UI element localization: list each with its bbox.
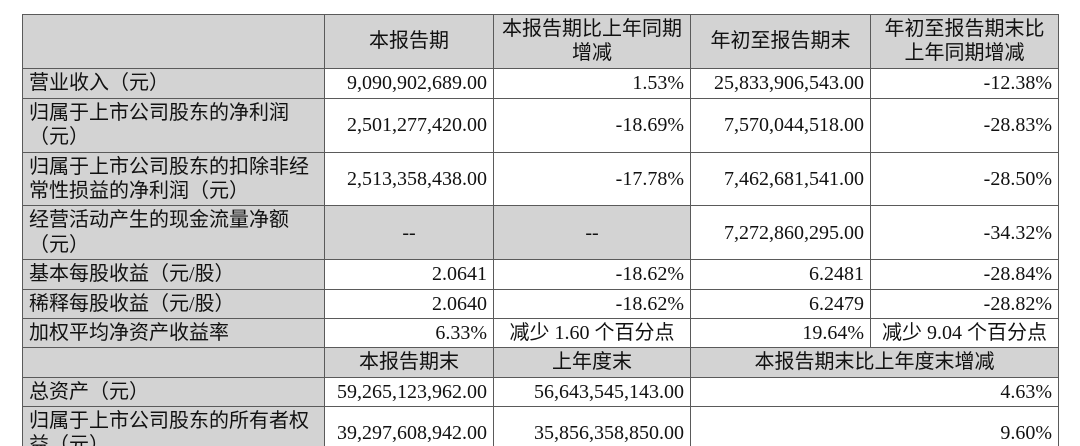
operating-cash-flow-label: 经营活动产生的现金流量净额（元）: [22, 205, 325, 261]
revenue-ytd-value: 25,833,906,543.00: [690, 67, 871, 99]
diluted-eps-yoy-change: -18.62%: [493, 288, 691, 319]
header-yoy-change: 本报告期比上年同期增减: [493, 14, 691, 69]
subheader-blank-cell: [22, 347, 325, 378]
header-row: 本报告期 本报告期比上年同期增减 年初至报告期末 年初至报告期末比上年同期增减: [22, 14, 1059, 69]
diluted-eps-label: 稀释每股收益（元/股）: [22, 288, 325, 319]
net-profit-current-value: 2,501,277,420.00: [324, 97, 494, 153]
diluted-eps-current-value: 2.0640: [324, 288, 494, 319]
total-assets-prev-year-end-value: 56,643,545,143.00: [493, 376, 691, 408]
weighted-roe-label: 加权平均净资产收益率: [22, 317, 325, 349]
net-profit-label: 归属于上市公司股东的净利润（元）: [22, 97, 325, 153]
key-accounting-data-table: 本报告期 本报告期比上年同期增减 年初至报告期末 年初至报告期末比上年同期增减 …: [22, 14, 1059, 446]
basic-eps-ytd-change: -28.84%: [870, 259, 1059, 290]
row-revenue: 营业收入（元） 9,090,902,689.00 1.53% 25,833,90…: [22, 67, 1059, 99]
weighted-roe-ytd-change: 减少 9.04 个百分点: [870, 317, 1059, 349]
basic-eps-label: 基本每股收益（元/股）: [22, 259, 325, 290]
header-ytd: 年初至报告期末: [690, 14, 871, 69]
net-profit-yoy-change: -18.69%: [493, 97, 691, 153]
operating-cash-flow-yoy-change: --: [493, 205, 691, 261]
diluted-eps-ytd-change: -28.82%: [870, 288, 1059, 319]
deducted-net-profit-label: 归属于上市公司股东的扣除非经常性损益的净利润（元）: [22, 151, 325, 207]
header-blank-cell: [22, 14, 325, 69]
row-owners-equity: 归属于上市公司股东的所有者权益（元） 39,297,608,942.00 35,…: [22, 406, 1059, 446]
net-profit-ytd-value: 7,570,044,518.00: [690, 97, 871, 153]
header-current-period: 本报告期: [324, 14, 494, 69]
row-diluted-eps: 稀释每股收益（元/股） 2.0640 -18.62% 6.2479 -28.82…: [22, 288, 1059, 319]
owners-equity-change: 9.60%: [690, 406, 1059, 446]
subheader-row: 本报告期末 上年度末 本报告期末比上年度末增减: [22, 347, 1059, 378]
revenue-current-value: 9,090,902,689.00: [324, 67, 494, 99]
deducted-net-profit-ytd-value: 7,462,681,541.00: [690, 151, 871, 207]
row-weighted-roe: 加权平均净资产收益率 6.33% 减少 1.60 个百分点 19.64% 减少 …: [22, 317, 1059, 349]
deducted-net-profit-current-value: 2,513,358,438.00: [324, 151, 494, 207]
header-ytd-change: 年初至报告期末比上年同期增减: [870, 14, 1059, 69]
total-assets-change: 4.63%: [690, 376, 1059, 408]
operating-cash-flow-current-value: --: [324, 205, 494, 261]
subheader-prev-year-end: 上年度末: [493, 347, 691, 378]
operating-cash-flow-ytd-value: 7,272,860,295.00: [690, 205, 871, 261]
row-net-profit: 归属于上市公司股东的净利润（元） 2,501,277,420.00 -18.69…: [22, 97, 1059, 153]
diluted-eps-ytd-value: 6.2479: [690, 288, 871, 319]
deducted-net-profit-yoy-change: -17.78%: [493, 151, 691, 207]
weighted-roe-ytd-value: 19.64%: [690, 317, 871, 349]
net-profit-ytd-change: -28.83%: [870, 97, 1059, 153]
revenue-yoy-change: 1.53%: [493, 67, 691, 99]
revenue-label: 营业收入（元）: [22, 67, 325, 99]
row-basic-eps: 基本每股收益（元/股） 2.0641 -18.62% 6.2481 -28.84…: [22, 259, 1059, 290]
operating-cash-flow-ytd-change: -34.32%: [870, 205, 1059, 261]
subheader-period-end: 本报告期末: [324, 347, 494, 378]
weighted-roe-yoy-change: 减少 1.60 个百分点: [493, 317, 691, 349]
total-assets-period-end-value: 59,265,123,962.00: [324, 376, 494, 408]
basic-eps-current-value: 2.0641: [324, 259, 494, 290]
basic-eps-yoy-change: -18.62%: [493, 259, 691, 290]
row-total-assets: 总资产（元） 59,265,123,962.00 56,643,545,143.…: [22, 376, 1059, 408]
total-assets-label: 总资产（元）: [22, 376, 325, 408]
subheader-period-end-change: 本报告期末比上年度末增减: [690, 347, 1059, 378]
row-deducted-net-profit: 归属于上市公司股东的扣除非经常性损益的净利润（元） 2,513,358,438.…: [22, 151, 1059, 207]
weighted-roe-current-value: 6.33%: [324, 317, 494, 349]
owners-equity-label: 归属于上市公司股东的所有者权益（元）: [22, 406, 325, 446]
deducted-net-profit-ytd-change: -28.50%: [870, 151, 1059, 207]
owners-equity-prev-year-end-value: 35,856,358,850.00: [493, 406, 691, 446]
owners-equity-period-end-value: 39,297,608,942.00: [324, 406, 494, 446]
revenue-ytd-change: -12.38%: [870, 67, 1059, 99]
row-operating-cash-flow: 经营活动产生的现金流量净额（元） -- -- 7,272,860,295.00 …: [22, 205, 1059, 261]
basic-eps-ytd-value: 6.2481: [690, 259, 871, 290]
